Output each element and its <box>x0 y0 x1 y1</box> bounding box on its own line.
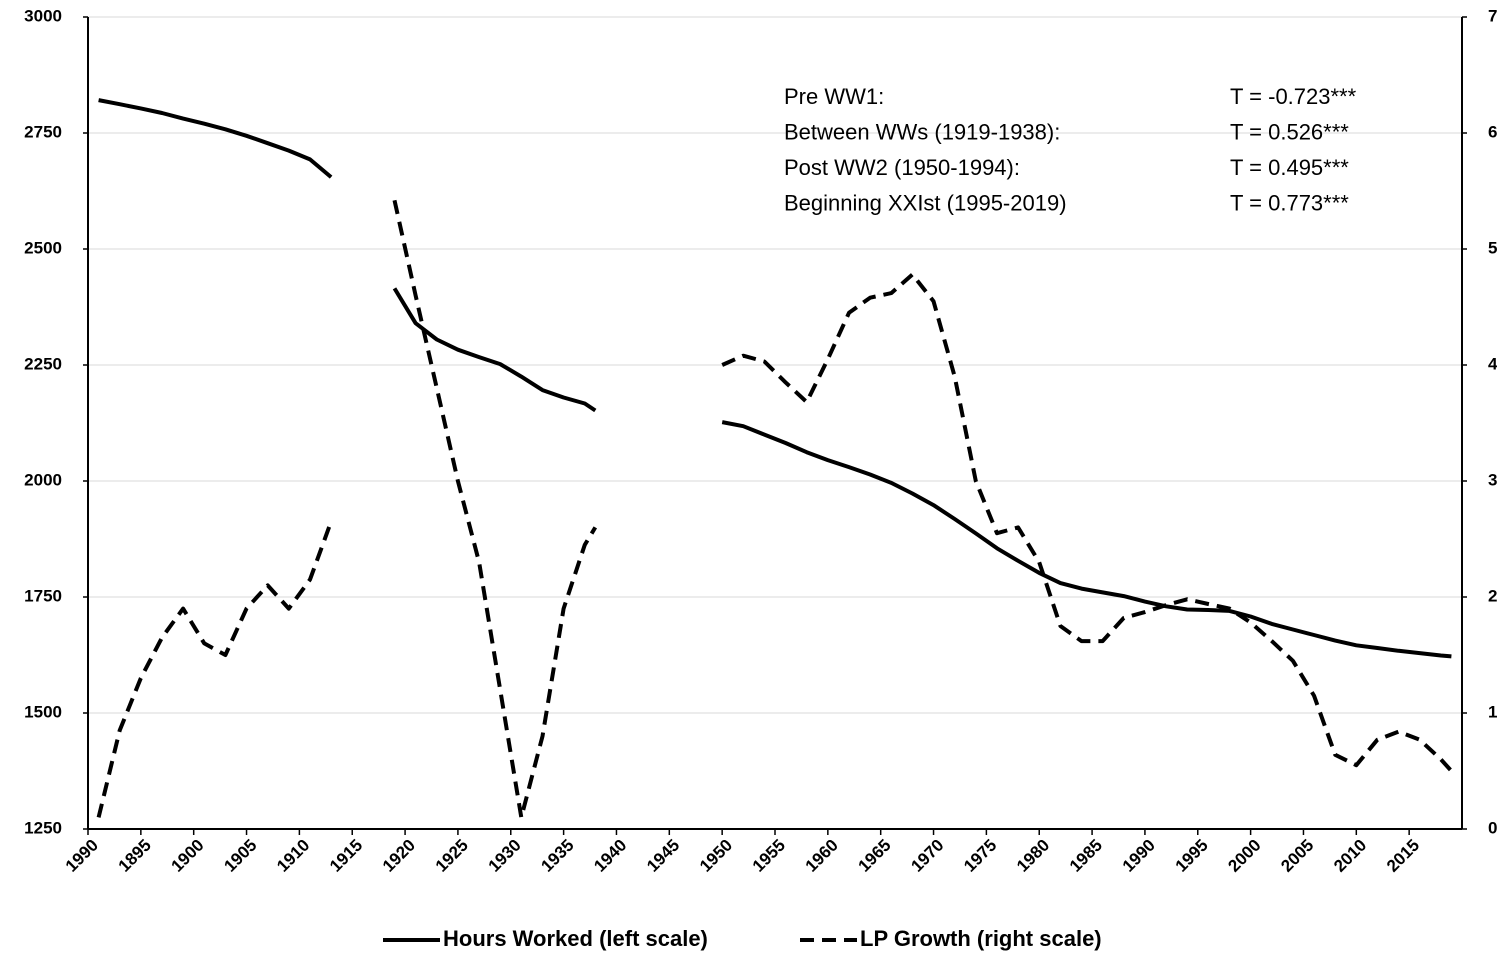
series-line <box>98 98 1452 659</box>
legend-label: Hours Worked (left scale) <box>443 926 708 951</box>
x-tick-label: 1905 <box>220 836 260 876</box>
x-tick-label: 1985 <box>1066 836 1106 876</box>
x-tick-label: 2015 <box>1383 836 1423 876</box>
y-tick-label: 1750 <box>24 586 62 605</box>
y-tick-label: 3000 <box>24 6 62 25</box>
x-tick-label: 1965 <box>855 836 895 876</box>
annotation-label: Post WW2 (1950-1994): <box>784 155 1020 180</box>
y2-tick-label: 7 <box>1488 6 1497 25</box>
legend-label: LP Growth (right scale) <box>860 926 1102 951</box>
x-tick-label: 1940 <box>590 836 630 876</box>
x-tick-label: 1970 <box>907 836 947 876</box>
y2-tick-label: 3 <box>1488 470 1497 489</box>
annotation-value: T = -0.723*** <box>1230 84 1357 109</box>
y-tick-label: 1250 <box>24 818 62 837</box>
y-tick-label: 2000 <box>24 470 62 489</box>
y2-tick-label: 5 <box>1488 238 1497 257</box>
x-tick-label: 1920 <box>379 836 419 876</box>
x-tick-label: 1910 <box>273 836 313 876</box>
y2-tick-label: 6 <box>1488 122 1497 141</box>
x-tick-label: 2010 <box>1330 836 1370 876</box>
y-tick-label: 2750 <box>24 122 62 141</box>
x-tick-label: 1930 <box>485 836 525 876</box>
x-tick-label: 1955 <box>749 836 789 876</box>
annotation-label: Between WWs (1919-1938): <box>784 119 1060 144</box>
annotation-label: Beginning XXIst (1995-2019) <box>784 190 1067 215</box>
x-tick-label: 1895 <box>115 836 155 876</box>
y2-tick-label: 4 <box>1488 354 1497 373</box>
x-tick-label: 1980 <box>1013 836 1053 876</box>
x-tick-label: 1915 <box>326 836 366 876</box>
x-tick-label: 1950 <box>696 836 736 876</box>
x-tick-label: 1900 <box>168 836 208 876</box>
y-tick-label: 2250 <box>24 354 62 373</box>
y2-tick-label: 0 <box>1488 818 1497 837</box>
x-tick-label: 1990 <box>62 836 102 876</box>
x-tick-label: 1975 <box>960 836 1000 876</box>
y-tick-label: 1500 <box>24 702 62 721</box>
annotation-value: T = 0.495*** <box>1230 155 1349 180</box>
x-tick-label: 2005 <box>1277 836 1317 876</box>
x-tick-label: 1925 <box>432 836 472 876</box>
x-tick-label: 1935 <box>537 836 577 876</box>
x-tick-label: 1960 <box>802 836 842 876</box>
y-tick-label: 2500 <box>24 238 62 257</box>
x-tick-label: 1995 <box>1172 836 1212 876</box>
y2-tick-label: 2 <box>1488 586 1497 605</box>
x-tick-label: 1945 <box>643 836 683 876</box>
annotation-value: T = 0.526*** <box>1230 119 1349 144</box>
annotation-label: Pre WW1: <box>784 84 884 109</box>
series-line <box>96 199 1453 820</box>
x-tick-label: 2000 <box>1224 836 1264 876</box>
y2-tick-label: 1 <box>1488 702 1497 721</box>
x-tick-label: 1990 <box>1119 836 1159 876</box>
annotation-value: T = 0.773*** <box>1230 190 1349 215</box>
